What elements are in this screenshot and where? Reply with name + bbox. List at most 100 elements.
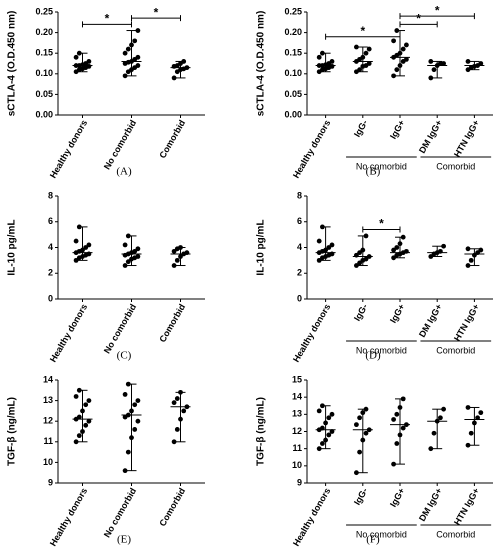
data-point: [320, 441, 325, 446]
data-point: [135, 418, 141, 424]
y-tick-label: 0: [48, 293, 53, 303]
data-point: [400, 46, 406, 52]
x-tick-label: IgG-: [352, 118, 370, 139]
data-point: [122, 392, 128, 397]
data-point: [73, 394, 79, 399]
data-point: [320, 425, 325, 431]
x-tick-label: IgG-: [352, 302, 370, 323]
data-point: [400, 425, 406, 431]
data-point: [366, 61, 372, 66]
x-tick-label: Healthy donors: [48, 302, 89, 364]
panel-label: (A): [116, 166, 132, 178]
panel-label: (C): [117, 350, 132, 362]
y-tick-label: 0.05: [35, 89, 53, 99]
data-point: [441, 406, 446, 412]
data-point: [329, 242, 335, 248]
group-label: Comorbid: [436, 161, 475, 171]
data-point: [468, 430, 474, 436]
data-point: [83, 245, 89, 250]
x-tick-label: HTN IgG+: [452, 486, 481, 527]
x-tick-label: HTN IgG+: [452, 302, 481, 343]
data-point: [354, 263, 359, 268]
y-tick-label: 0.20: [35, 27, 53, 37]
panel-label: (F): [366, 534, 380, 546]
panel-label: (D): [365, 350, 381, 362]
data-point: [438, 415, 443, 421]
y-tick-label: 12: [292, 426, 302, 436]
y-tick-label: 0.00: [35, 109, 53, 119]
y-tick-label: 11: [292, 443, 302, 453]
data-point: [135, 28, 141, 33]
y-tick-label: 0.00: [284, 109, 302, 119]
data-point: [174, 427, 180, 432]
data-point: [354, 422, 359, 428]
data-point: [171, 248, 177, 254]
x-tick-label: IgG-: [352, 486, 370, 507]
y-tick-label: 0.05: [284, 89, 302, 99]
data-point: [428, 254, 434, 259]
data-point: [478, 410, 484, 416]
data-point: [316, 446, 322, 452]
data-point: [135, 254, 141, 259]
y-tick-label: 14: [292, 392, 302, 402]
data-point: [354, 470, 359, 476]
y-tick-label: 0.10: [35, 68, 53, 78]
data-point: [125, 259, 131, 265]
group-label: Comorbid: [436, 529, 475, 539]
y-axis-label: sCTLA-4 (O.D.450 nm): [256, 11, 267, 117]
data-point: [366, 46, 372, 52]
y-tick-label: 15: [292, 374, 302, 384]
x-tick-label: Healthy donors: [48, 486, 89, 548]
data-point: [391, 461, 396, 467]
data-point: [86, 242, 92, 248]
significance-star: *: [379, 217, 384, 231]
data-point: [316, 238, 322, 244]
data-point: [478, 61, 484, 66]
data-point: [171, 439, 177, 445]
data-point: [329, 429, 335, 434]
data-point: [394, 245, 400, 250]
data-point: [357, 415, 362, 421]
data-point: [354, 44, 359, 50]
data-point: [357, 449, 362, 455]
data-point: [86, 59, 92, 64]
data-point: [391, 73, 396, 79]
y-tick-label: 12: [43, 416, 53, 426]
data-point: [132, 38, 138, 44]
x-tick-label: Healthy donors: [48, 118, 89, 180]
group-label: No comorbid: [356, 529, 407, 539]
data-point: [125, 449, 131, 455]
data-point: [404, 56, 409, 62]
data-point: [391, 255, 396, 261]
x-tick-label: Comorbid: [157, 118, 187, 160]
data-point: [171, 400, 177, 406]
data-point: [329, 59, 335, 64]
y-tick-label: 14: [43, 374, 53, 384]
data-point: [135, 54, 141, 60]
data-point: [171, 75, 177, 81]
data-point: [394, 441, 400, 446]
data-point: [363, 256, 369, 262]
x-tick-label: HTN IgG+: [452, 118, 481, 159]
group-label: Comorbid: [436, 345, 475, 355]
y-tick-label: 13: [292, 409, 302, 419]
data-point: [76, 414, 82, 420]
y-tick-label: 0.20: [284, 27, 302, 37]
data-point: [83, 422, 89, 428]
x-tick-label: Comorbid: [157, 302, 187, 344]
group-label: No comorbid: [356, 161, 407, 171]
data-point: [478, 247, 484, 253]
data-point: [394, 411, 400, 417]
x-tick-label: Healthy donors: [291, 302, 332, 364]
x-tick-label: No comorbid: [102, 486, 138, 539]
data-point: [357, 250, 362, 256]
data-point: [316, 408, 322, 414]
panel-label: (B): [366, 166, 381, 178]
data-point: [326, 415, 332, 421]
data-point: [441, 61, 446, 66]
data-point: [83, 402, 89, 408]
data-point: [316, 257, 322, 263]
x-tick-label: DM IgG+: [417, 118, 444, 155]
data-point: [135, 63, 141, 68]
